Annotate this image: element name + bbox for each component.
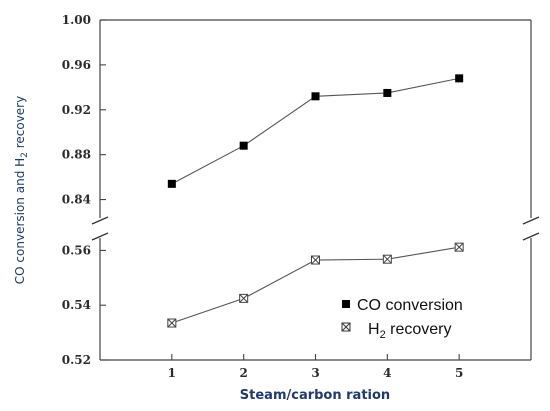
axis-break-mark-right-upper	[522, 216, 540, 225]
h2-recovery-point-cross	[454, 242, 464, 252]
legend-marker-h2-recovery	[341, 322, 351, 332]
co-conversion-point	[239, 141, 248, 150]
y-lower-tick-label: 0.54	[62, 298, 91, 312]
x-axis-title: Steam/carbon ration	[240, 388, 390, 403]
legend-label-h2-part-2: recovery	[386, 321, 452, 338]
x-tick-label: 4	[383, 366, 391, 380]
x-tick-label: 5	[455, 366, 463, 380]
h2-recovery-point-cross	[167, 318, 177, 328]
h2-recovery-point-cross	[382, 254, 392, 264]
h2-recovery-point	[382, 254, 392, 264]
h2-recovery-point	[167, 318, 177, 328]
y-upper-tick-label: 0.88	[62, 148, 91, 162]
x-tick-label: 2	[239, 366, 247, 380]
co-conversion-point	[311, 92, 320, 101]
y-axis-title: CO conversion and H2 recovery	[13, 96, 30, 284]
x-tick-label: 3	[311, 366, 319, 380]
axis-break-mark-left-lower	[91, 232, 109, 241]
series	[167, 74, 464, 328]
y-axis-title-part-2: recovery	[13, 96, 27, 152]
h2-recovery-point	[454, 242, 464, 252]
legend-marker-h2-cross-b	[341, 322, 351, 332]
h2-recovery-point-cross	[239, 294, 249, 303]
axis-break-mark-left-upper	[91, 216, 109, 225]
y-upper-tick-label: 1.00	[62, 13, 91, 27]
y-axis-title-subscript: 2	[20, 152, 30, 158]
h2-recovery-point-cross	[311, 255, 320, 265]
legend-marker-co-conversion	[342, 300, 350, 308]
ticks: 0.84 0.88 0.92 0.96 1.00 0.52 0.54 0.56 1 2 3 4 5	[62, 13, 464, 380]
legend-label-h2-recovery: H2 recovery	[368, 321, 451, 341]
y-upper-tick-label: 0.92	[62, 103, 91, 117]
y-lower-tick-label: 0.52	[62, 353, 91, 367]
legend: CO conversion H2 recovery	[341, 297, 463, 341]
y-upper-tick-label: 0.84	[62, 193, 91, 207]
axis-break-gap-right	[527, 218, 535, 238]
axis-break-mark-right-lower	[522, 232, 540, 241]
y-axis-title-part-1: CO conversion and H	[13, 158, 27, 284]
h2-recovery-point	[311, 255, 320, 265]
co-conversion-point	[383, 88, 392, 97]
co-conversion-point	[455, 74, 464, 83]
legend-label-co-conversion: CO conversion	[357, 297, 463, 314]
y-upper-tick-label: 0.96	[62, 58, 91, 72]
legend-label-h2-subscript: 2	[380, 329, 386, 341]
x-tick-label: 1	[168, 366, 176, 380]
axis-break-marks	[91, 216, 540, 241]
axis-break-gap-left	[96, 218, 104, 238]
y-lower-tick-label: 0.56	[62, 243, 91, 257]
co-conversion-point	[167, 179, 176, 188]
legend-label-h2-part-1: H	[368, 321, 380, 338]
h2-recovery-point	[239, 293, 249, 303]
